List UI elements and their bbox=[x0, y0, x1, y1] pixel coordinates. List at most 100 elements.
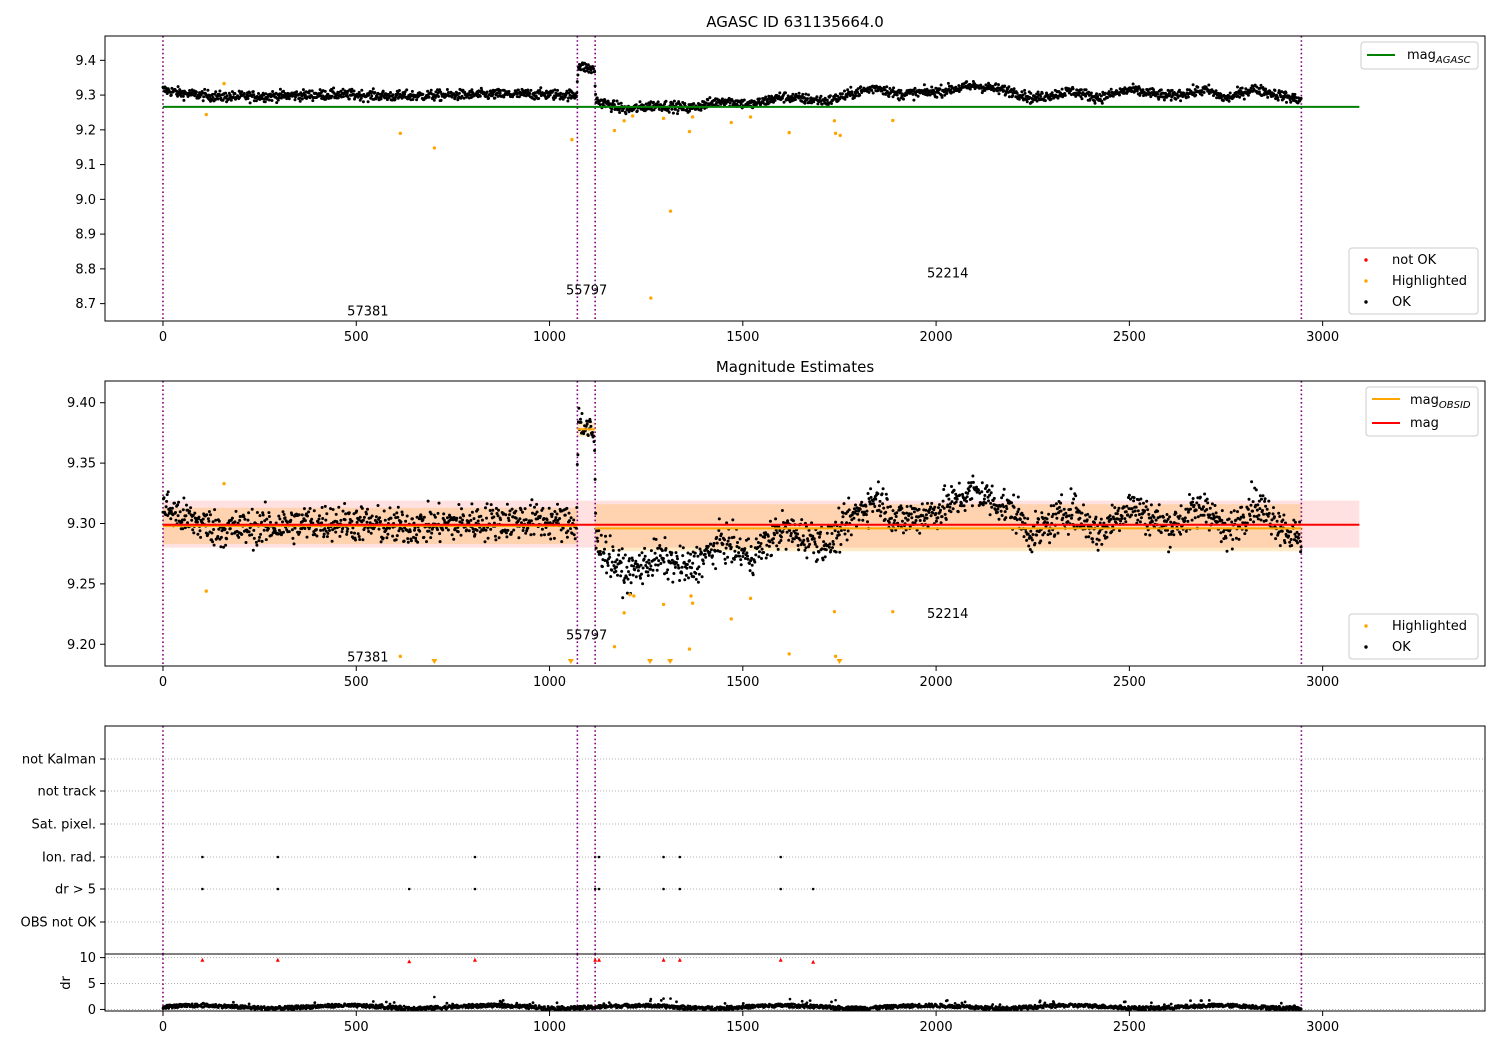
ok-point bbox=[670, 107, 674, 111]
ok-point bbox=[181, 508, 185, 512]
ok-point bbox=[589, 68, 593, 72]
ok-point bbox=[914, 519, 918, 522]
ok-point bbox=[815, 558, 819, 562]
ok-point bbox=[278, 517, 282, 521]
ok-point bbox=[656, 100, 660, 104]
ok-point bbox=[943, 512, 947, 516]
ok-point bbox=[698, 547, 702, 551]
ok-point bbox=[725, 542, 729, 546]
ok-point bbox=[828, 542, 832, 546]
ok-point bbox=[261, 513, 265, 517]
ok-point bbox=[188, 509, 192, 513]
ok-point bbox=[320, 521, 324, 525]
ok-point bbox=[778, 91, 782, 95]
ok-point bbox=[262, 93, 266, 97]
ok-point bbox=[1293, 92, 1297, 96]
ok-point bbox=[196, 532, 200, 536]
ok-point bbox=[658, 554, 662, 558]
ok-point bbox=[980, 481, 984, 485]
ok-point bbox=[1249, 518, 1252, 522]
ok-point bbox=[538, 89, 542, 92]
ok-point bbox=[980, 490, 984, 494]
ok-point bbox=[1221, 99, 1225, 103]
ok-point bbox=[1090, 537, 1094, 541]
dr-point bbox=[313, 1001, 317, 1005]
ok-point bbox=[166, 514, 170, 517]
y-tick-label: 9.0 bbox=[75, 193, 96, 208]
legend-points: Highlighted OK bbox=[1348, 613, 1479, 660]
ok-point bbox=[419, 515, 423, 519]
ok-point bbox=[1139, 516, 1143, 520]
ok-point bbox=[500, 531, 504, 535]
ok-point bbox=[610, 107, 614, 111]
ok-point bbox=[455, 516, 459, 520]
ok-point bbox=[465, 528, 469, 532]
ok-point bbox=[541, 506, 545, 510]
ok-point bbox=[1074, 494, 1078, 498]
ok-point bbox=[446, 528, 450, 532]
ok-point bbox=[1194, 508, 1198, 512]
highlighted-point bbox=[204, 112, 208, 117]
ok-point bbox=[834, 520, 838, 524]
ok-point bbox=[270, 99, 274, 102]
ok-point bbox=[926, 501, 929, 505]
ok-point bbox=[506, 528, 510, 532]
ok-point bbox=[866, 492, 870, 495]
ok-point bbox=[290, 528, 294, 532]
ok-point bbox=[756, 541, 760, 544]
ok-point bbox=[218, 89, 222, 93]
ok-point bbox=[399, 520, 403, 524]
ok-point bbox=[486, 536, 490, 540]
ok-point bbox=[1069, 507, 1072, 511]
ok-point bbox=[441, 528, 445, 532]
ok-point bbox=[259, 532, 263, 536]
ok-point bbox=[1115, 512, 1119, 516]
ok-point bbox=[370, 90, 374, 94]
ok-point bbox=[526, 526, 530, 530]
ok-point bbox=[1150, 520, 1154, 524]
ok-point bbox=[341, 509, 345, 513]
ok-point bbox=[397, 529, 401, 533]
ok-point bbox=[624, 575, 628, 579]
highlighted-point bbox=[398, 654, 403, 659]
legend-label-mag: mag bbox=[1407, 48, 1436, 63]
ok-point bbox=[469, 93, 473, 97]
ok-point bbox=[676, 557, 679, 561]
ok-point bbox=[1021, 513, 1025, 517]
legend-marker-highlighted bbox=[1364, 279, 1368, 283]
ok-point bbox=[739, 102, 743, 106]
ok-point bbox=[560, 540, 564, 544]
ok-point bbox=[702, 562, 706, 566]
obsid-label: 52214 bbox=[927, 266, 968, 281]
ok-point bbox=[807, 93, 810, 97]
ok-point bbox=[831, 540, 835, 543]
ok-point bbox=[575, 506, 579, 509]
ok-point bbox=[563, 95, 567, 99]
ok-point bbox=[611, 545, 615, 549]
ok-point bbox=[521, 529, 525, 532]
ok-point bbox=[704, 101, 708, 105]
ok-point bbox=[719, 532, 723, 536]
ok-point bbox=[264, 92, 268, 96]
ok-point bbox=[773, 98, 777, 102]
ok-point bbox=[1085, 518, 1089, 522]
ok-point bbox=[905, 511, 909, 515]
ok-point bbox=[869, 495, 873, 499]
ok-point bbox=[971, 480, 975, 484]
ok-point bbox=[1234, 536, 1238, 540]
ok-point bbox=[1049, 97, 1053, 101]
highlighted-point bbox=[689, 594, 693, 598]
ok-point bbox=[514, 509, 518, 513]
legend-marker-not-ok bbox=[1364, 258, 1368, 262]
ok-point bbox=[242, 92, 246, 95]
ok-point bbox=[315, 534, 319, 538]
ok-point bbox=[1071, 501, 1075, 505]
ok-point bbox=[1069, 487, 1073, 491]
ok-point bbox=[1246, 507, 1250, 511]
ok-point bbox=[691, 561, 695, 565]
ok-point bbox=[323, 504, 327, 508]
ok-point bbox=[576, 453, 580, 457]
highlighted-point bbox=[628, 593, 632, 597]
ok-point bbox=[1259, 518, 1263, 522]
ok-point bbox=[1146, 508, 1150, 512]
